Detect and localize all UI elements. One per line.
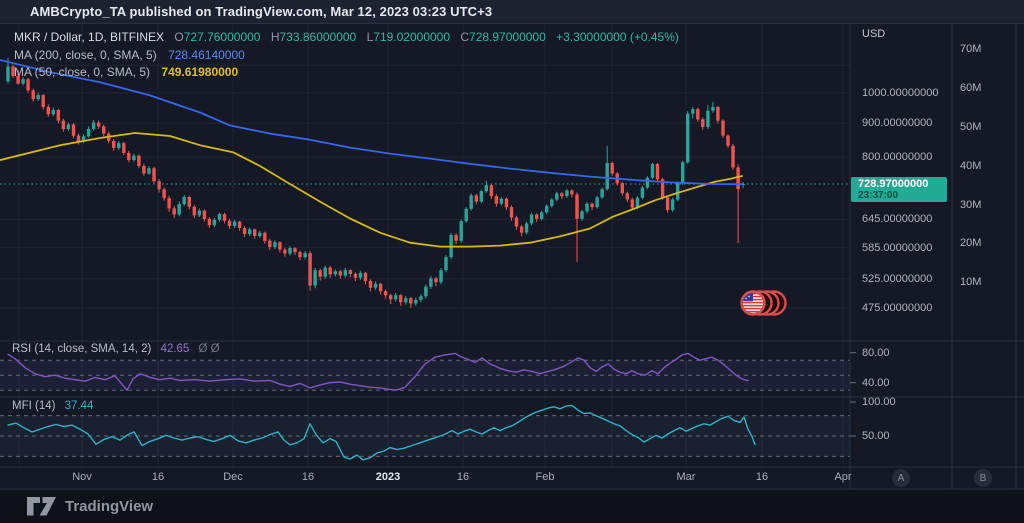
rsi-axis-label: 40.00 [862,377,890,389]
volume-axis-label: 20M [960,237,982,249]
last-price-value: 728.97000000 [858,178,929,190]
rsi-null-values: Ø Ø [198,343,220,355]
publish-title: AMBCrypto_TA published on TradingView.co… [30,4,493,19]
tradingview-logo-icon[interactable] [27,497,57,516]
mfi-value: 37.44 [64,400,94,412]
ma50-label[interactable]: MA (50, close, 0, SMA, 5) [14,65,151,79]
time-axis-label: Feb [535,471,555,483]
time-axis-label: 2023 [375,471,401,483]
high-label: H [270,30,280,44]
volume-axis-label: 70M [960,43,982,55]
price-axis-label: 1000.00000000 [862,87,939,99]
change-value: +3.30000000 (+0.45%) [556,30,679,44]
header-bar: AMBCrypto_TA published on TradingView.co… [0,0,1024,24]
time-axis-label: 16 [151,471,165,483]
volume-axis-label: 40M [960,160,982,172]
volume-axis-label: 50M [960,121,982,133]
pane-button-a[interactable]: A [892,469,910,487]
ma50-legend-row[interactable]: MA (50, close, 0, SMA, 5) 749.61980000 [14,64,679,82]
volume-axis-label: 60M [960,82,982,94]
price-axis-currency: USD [862,28,886,40]
rsi-value: 42.65 [160,343,190,355]
time-axis-label: 16 [456,471,470,483]
time-axis-label: 16 [301,471,315,483]
time-axis-label: Mar [676,471,696,483]
mfi-label[interactable]: MFI (14) [12,400,56,412]
high-value: 733.86000000 [279,30,357,44]
usa-flag-sticker[interactable] [740,290,787,316]
time-axis-label: Dec [223,471,243,483]
volume-axis-label: 30M [960,199,982,211]
close-value: 728.97000000 [469,30,546,44]
symbol-legend-row[interactable]: MKR / Dollar, 1D, BITFINEX O727.76000000… [14,29,679,47]
chart-legend: MKR / Dollar, 1D, BITFINEX O727.76000000… [14,29,679,82]
price-axis-label: 585.00000000 [862,242,933,254]
time-axis-label: Nov [72,471,92,483]
rsi-axis-label: 80.00 [862,347,890,359]
ma200-value: 728.46140000 [168,47,245,62]
price-axis-label: 800.00000000 [862,151,933,163]
price-axis-label: 525.00000000 [862,273,933,285]
price-axis-label: 475.00000000 [862,302,933,314]
footer-bar: TradingView [0,490,1024,523]
time-axis-label: Apr [834,471,852,483]
footer-brand[interactable]: TradingView [65,498,154,515]
time-axis-label: 16 [755,471,769,483]
price-axis-label: 900.00000000 [862,117,933,129]
low-value: 719.02000000 [373,30,451,44]
low-label: L [366,30,374,44]
price-axis-label: 645.00000000 [862,213,933,225]
volume-axis-label: 10M [960,276,982,288]
close-label: C [460,30,470,44]
rsi-legend-row[interactable]: RSI (14, close, SMA, 14, 2) 42.65 Ø Ø [12,343,220,355]
bar-countdown: 23:37:00 [858,190,899,201]
open-label: O [174,30,184,44]
ma200-legend-row[interactable]: MA (200, close, 0, SMA, 5) 728.46140000 [14,47,679,65]
symbol-title[interactable]: MKR / Dollar, 1D, BITFINEX [14,30,165,44]
rsi-label[interactable]: RSI (14, close, SMA, 14, 2) [12,343,152,355]
last-price-badge: 728.97000000 23:37:00 [851,177,947,202]
ma50-value: 749.61980000 [161,65,239,79]
mfi-legend-row[interactable]: MFI (14) 37.44 [12,400,93,412]
pane-button-b[interactable]: B [974,469,992,487]
mfi-axis-label: 100.00 [862,396,896,408]
ma200-label[interactable]: MA (200, close, 0, SMA, 5) [14,47,157,62]
open-value: 727.76000000 [183,30,261,44]
mfi-axis-label: 50.00 [862,430,890,442]
